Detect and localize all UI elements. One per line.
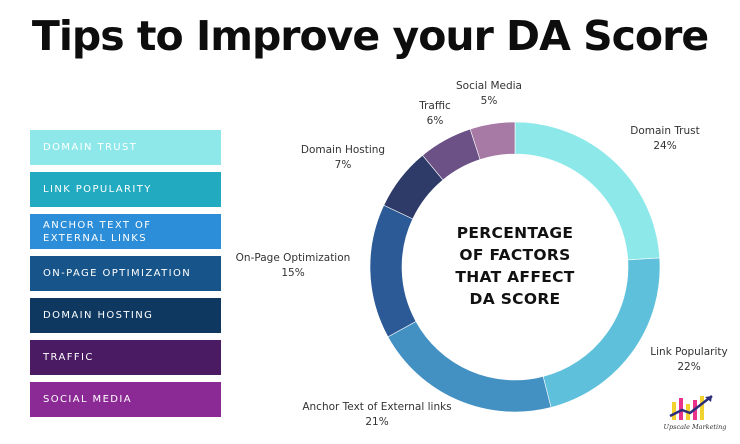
slice-category-label: Social Media: [456, 80, 522, 92]
chart-center-label: PERCENTAGE OF FACTORS THAT AFFECT DA SCO…: [440, 222, 590, 310]
slice-category-label: Traffic: [418, 100, 451, 112]
slice-category-label: Domain Trust: [630, 125, 700, 137]
donut-slice: [369, 204, 417, 338]
center-label-line-3: THAT AFFECT: [455, 268, 575, 286]
slice-value-label: 7%: [335, 159, 352, 171]
slice-category-label: On-Page Optimization: [236, 252, 351, 264]
legend-item-label: LINK POPULARITY: [43, 184, 152, 195]
legend-item: LINK POPULARITY: [30, 172, 221, 207]
logo-trend-arrow: [669, 395, 713, 418]
legend-item-label: TRAFFIC: [43, 352, 94, 363]
legend-item-label: DOMAIN HOSTING: [43, 310, 154, 321]
logo-text: Upscale Marketing: [663, 423, 727, 431]
upscale-marketing-logo: [669, 395, 713, 420]
legend-item: DOMAIN TRUST: [30, 130, 221, 165]
slice-category-label: Domain Hosting: [301, 144, 385, 156]
logo-arrow-head: [705, 396, 712, 402]
legend-item: DOMAIN HOSTING: [30, 298, 221, 333]
center-label-line-1: PERCENTAGE: [456, 224, 574, 242]
slice-value-label: 24%: [653, 140, 676, 152]
legend-item: ON-PAGE OPTIMIZATION: [30, 256, 221, 291]
legend: DOMAIN TRUST LINK POPULARITY ANCHOR TEXT O…: [30, 130, 221, 424]
legend-item-label: ON-PAGE OPTIMIZATION: [43, 268, 192, 279]
center-label-line-2: OF FACTORS: [459, 246, 571, 264]
center-label-line-4: DA SCORE: [469, 290, 561, 308]
legend-item-label: SOCIAL MEDIA: [43, 394, 132, 405]
legend-item-label: ANCHOR TEXT OF EXTERNAL LINKS: [43, 219, 152, 244]
logo-bar: [672, 402, 676, 420]
slice-value-label: 5%: [481, 95, 498, 107]
legend-item: SOCIAL MEDIA: [30, 382, 221, 417]
legend-item: TRAFFIC: [30, 340, 221, 375]
slice-value-label: 22%: [677, 361, 700, 373]
logo-bar: [679, 398, 683, 420]
slice-category-label: Anchor Text of External links: [302, 401, 451, 413]
donut-slice: [469, 121, 516, 160]
page-title: Tips to Improve your DA Score: [31, 12, 709, 60]
logo-bar: [700, 396, 704, 420]
legend-item-label: DOMAIN TRUST: [43, 142, 138, 153]
slice-value-label: 6%: [427, 115, 444, 127]
legend-item: ANCHOR TEXT OF EXTERNAL LINKS: [30, 214, 221, 249]
slice-value-label: 15%: [281, 267, 304, 279]
donut-slice: [387, 321, 552, 413]
slice-category-label: Link Popularity: [650, 346, 727, 358]
slice-value-label: 21%: [365, 416, 388, 428]
